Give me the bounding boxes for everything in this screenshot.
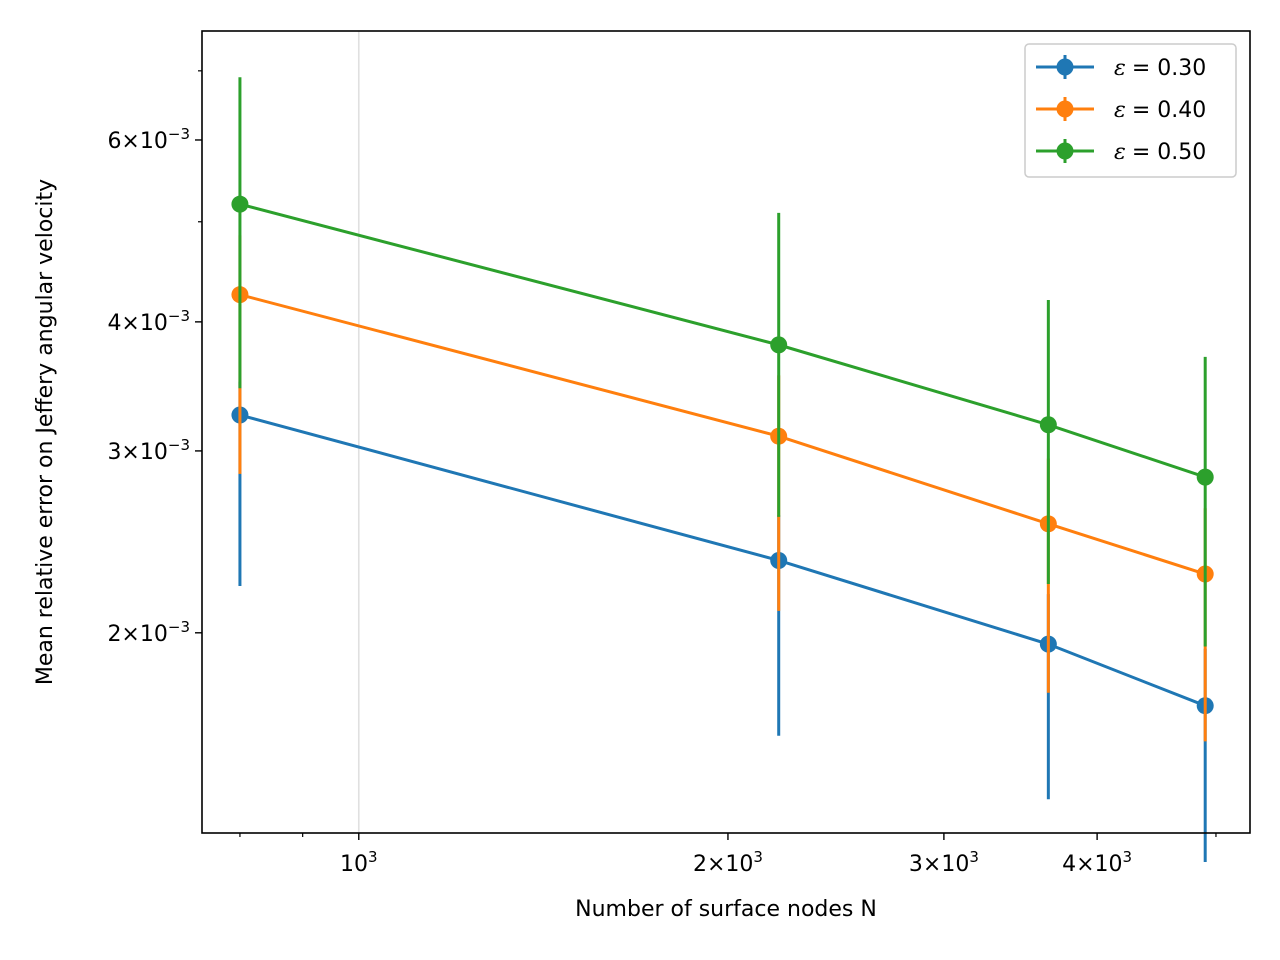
series-layer xyxy=(231,77,1214,862)
legend-marker xyxy=(1056,100,1074,118)
data-point xyxy=(1039,416,1057,434)
legend-label: ε = 0.40 xyxy=(1114,98,1206,123)
y-tick-label: 3×10−3 xyxy=(107,436,190,465)
y-axis-label: Mean relative error on Jeffery angular v… xyxy=(33,179,58,685)
y-tick-label: 2×10−3 xyxy=(107,618,190,647)
x-axis-label: Number of surface nodes N xyxy=(575,897,877,922)
data-point xyxy=(770,336,788,354)
x-tick-label: 103 xyxy=(340,848,378,877)
x-tick-label: 2×103 xyxy=(693,848,763,877)
legend-label: ε = 0.50 xyxy=(1114,140,1206,165)
legend-frame xyxy=(1024,43,1237,178)
series-line xyxy=(239,202,1206,479)
data-point xyxy=(231,195,249,213)
legend-label: ε = 0.30 xyxy=(1114,56,1206,81)
series-line xyxy=(239,293,1206,576)
series-line xyxy=(239,413,1206,708)
tick-layer: 103 2×103 3×103 4×103 2×10−3 3×10−3 4×10−3 6×10… xyxy=(107,70,1217,877)
plot-frame xyxy=(201,30,1251,834)
data-point xyxy=(1196,468,1214,486)
x-tick-label: 3×103 xyxy=(909,848,979,877)
legend-marker xyxy=(1056,58,1074,76)
legend: ε = 0.30 ε = 0.40 ε = 0.50 xyxy=(1024,43,1237,178)
series-3 xyxy=(231,77,1214,647)
y-tick-label: 6×10−3 xyxy=(107,125,190,154)
y-tick-label: 4×10−3 xyxy=(107,307,190,336)
x-tick-label: 4×103 xyxy=(1062,848,1132,877)
legend-marker xyxy=(1056,142,1074,160)
